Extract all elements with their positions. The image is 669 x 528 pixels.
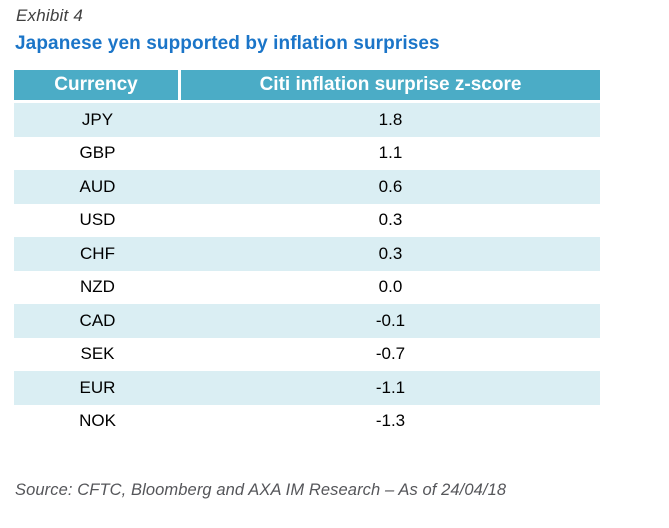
column-header-zscore: Citi inflation surprise z-score bbox=[181, 70, 600, 100]
currency-cell: SEK bbox=[80, 344, 115, 364]
table-row: GBP 1.1 bbox=[14, 136, 600, 170]
source-attribution: Source: CFTC, Bloomberg and AXA IM Resea… bbox=[15, 481, 507, 499]
table-row: CHF 0.3 bbox=[14, 237, 600, 271]
currency-cell: USD bbox=[79, 210, 116, 230]
currency-cell: NOK bbox=[79, 411, 116, 431]
zscore-table: Currency Citi inflation surprise z-score… bbox=[14, 70, 600, 438]
currency-cell: EUR bbox=[79, 377, 116, 397]
currency-cell: GBP bbox=[79, 143, 116, 163]
zscore-cell: -0.1 bbox=[375, 310, 406, 330]
zscore-cell: 0.0 bbox=[378, 277, 403, 297]
zscore-cell: 1.1 bbox=[378, 143, 403, 163]
table-row: AUD 0.6 bbox=[14, 170, 600, 204]
zscore-cell: 0.3 bbox=[378, 243, 403, 263]
currency-cell: CHF bbox=[80, 243, 115, 263]
currency-cell: AUD bbox=[79, 176, 116, 196]
table-header-row: Currency Citi inflation surprise z-score bbox=[14, 70, 600, 100]
table-row: JPY 1.8 bbox=[14, 103, 600, 137]
table-row: NOK -1.3 bbox=[14, 404, 600, 438]
table-row: CAD -0.1 bbox=[14, 304, 600, 338]
zscore-cell: -0.7 bbox=[375, 344, 406, 364]
column-header-currency: Currency bbox=[14, 70, 178, 100]
zscore-cell: 0.3 bbox=[378, 210, 403, 230]
currency-cell: NZD bbox=[80, 277, 115, 297]
table-row: SEK -0.7 bbox=[14, 337, 600, 371]
zscore-cell: -1.3 bbox=[375, 411, 406, 431]
zscore-cell: 1.8 bbox=[378, 109, 403, 129]
zscore-cell: 0.6 bbox=[378, 176, 403, 196]
table-row: EUR -1.1 bbox=[14, 371, 600, 405]
table-row: USD 0.3 bbox=[14, 203, 600, 237]
table-row: NZD 0.0 bbox=[14, 270, 600, 304]
currency-cell: CAD bbox=[79, 310, 116, 330]
page-title: Japanese yen supported by inflation surp… bbox=[15, 33, 440, 54]
zscore-cell: -1.1 bbox=[375, 377, 406, 397]
exhibit-label: Exhibit 4 bbox=[16, 6, 84, 25]
currency-cell: JPY bbox=[81, 109, 114, 129]
